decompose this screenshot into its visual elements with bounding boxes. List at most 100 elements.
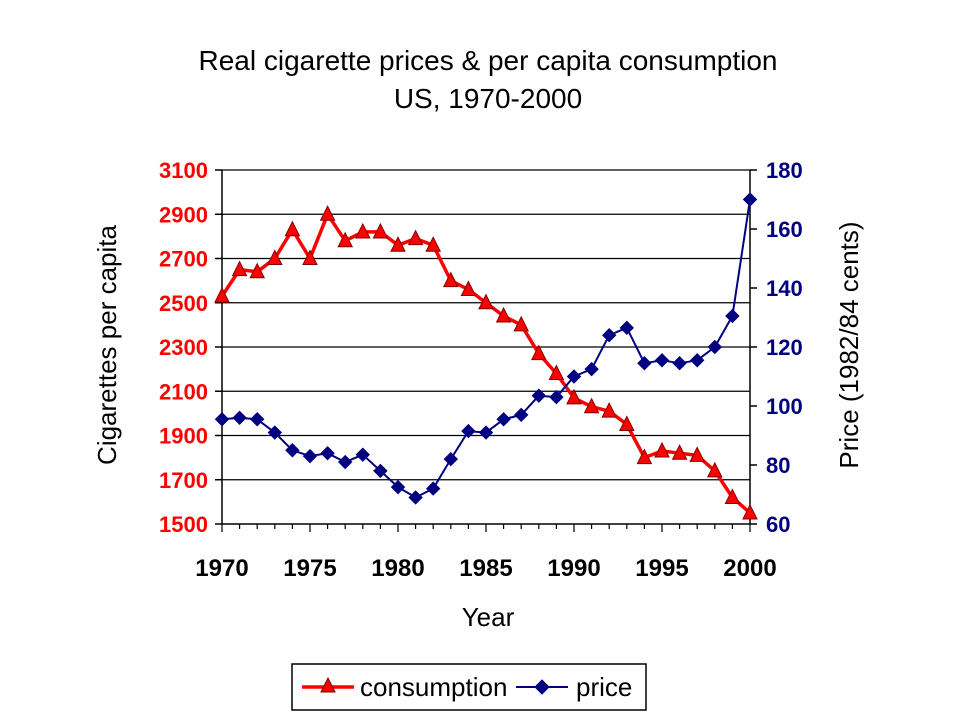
y-axis-label-right: Price (1982/84 cents): [834, 221, 864, 468]
y-axis-label-left: Cigarettes per capita: [92, 225, 122, 465]
price-point: [689, 353, 705, 368]
consumption-point: [724, 488, 741, 504]
consumption-point: [231, 260, 248, 277]
right-tick-label: 60: [766, 512, 790, 537]
price-point: [443, 451, 459, 467]
price-point: [285, 443, 300, 458]
consumption-point: [689, 446, 706, 462]
consumption-point: [566, 388, 582, 405]
price-point: [302, 448, 318, 464]
x-tick-label: 1990: [547, 555, 600, 582]
price-point: [461, 423, 476, 439]
x-axis-label: Year: [462, 602, 515, 632]
left-tick-label: 2900: [159, 202, 208, 227]
consumption-point: [425, 236, 442, 252]
consumption-point: [249, 262, 266, 279]
price-point: [601, 327, 617, 343]
right-tick-label: 100: [766, 394, 803, 419]
legend-item-price: price: [516, 672, 632, 702]
price-point: [425, 481, 441, 496]
price-point: [619, 320, 635, 336]
consumption-point: [583, 397, 600, 414]
consumption-point: [654, 441, 670, 458]
legend-item-consumption: consumption: [302, 672, 507, 702]
price-point: [373, 463, 388, 479]
price-point: [549, 389, 564, 405]
left-axis-ticks: 1500 1700 1900 2100 2300 2500 2700 2900 3100: [159, 158, 222, 537]
left-tick-label: 1500: [159, 512, 208, 537]
consumption-point: [706, 461, 723, 478]
consumption-point: [407, 229, 424, 246]
consumption-point: [530, 344, 547, 361]
left-tick-label: 3100: [159, 158, 208, 183]
consumption-point: [618, 415, 635, 431]
price-point: [707, 339, 723, 355]
price-point: [637, 356, 652, 371]
consumption-point: [442, 271, 459, 288]
price-point: [654, 353, 670, 368]
right-tick-label: 120: [766, 335, 803, 360]
consumption-point: [478, 293, 494, 310]
price-point: [214, 412, 230, 427]
chart-subtitle: US, 1970-2000: [394, 83, 582, 114]
price-point: [337, 454, 353, 470]
price-point: [408, 490, 423, 505]
consumption-point: [214, 286, 230, 303]
price-point: [496, 412, 511, 427]
consumption-point: [302, 249, 318, 265]
consumption-point: [337, 231, 354, 248]
right-tick-label: 80: [766, 453, 790, 478]
right-tick-label: 160: [766, 217, 803, 242]
price-point: [355, 447, 371, 462]
series-price: [214, 192, 758, 505]
price-point: [478, 425, 494, 440]
consumption-point: [671, 444, 688, 460]
price-point: [672, 356, 687, 371]
price-point: [566, 369, 582, 384]
x-axis-ticks: 1970 1975 1980 1985 1990 1995 2000: [195, 524, 777, 582]
left-tick-label: 2500: [159, 291, 208, 316]
legend-price-label: price: [576, 672, 632, 702]
x-tick-label: 1980: [371, 555, 424, 582]
left-tick-label: 2300: [159, 335, 208, 360]
price-point: [320, 445, 335, 461]
consumption-point: [372, 222, 389, 239]
right-tick-label: 140: [766, 276, 803, 301]
legend-consumption-label: consumption: [360, 672, 507, 702]
consumption-point: [390, 236, 406, 252]
left-tick-label: 1900: [159, 424, 208, 449]
consumption-point: [266, 249, 283, 265]
price-point: [584, 361, 599, 377]
left-tick-label: 2100: [159, 379, 208, 404]
right-axis-ticks: 60 80 100 120 140 160 180: [750, 158, 803, 537]
right-tick-label: 180: [766, 158, 803, 183]
legend-consumption-marker: [320, 676, 336, 693]
price-point: [725, 308, 740, 324]
consumption-point: [742, 503, 758, 520]
consumption-point: [601, 402, 618, 418]
consumption-point: [319, 205, 336, 221]
consumption-point: [284, 220, 301, 237]
consumption-point: [636, 448, 653, 465]
consumption-point: [548, 364, 565, 381]
legend-price-marker: [534, 679, 550, 695]
consumption-point: [495, 306, 512, 323]
price-point: [742, 192, 758, 207]
price-point: [249, 412, 265, 427]
series-consumption: [214, 205, 758, 520]
left-tick-label: 2700: [159, 247, 208, 272]
price-point: [513, 407, 529, 423]
price-point: [531, 388, 547, 403]
x-tick-label: 2000: [723, 555, 776, 582]
legend: consumption price: [291, 663, 647, 711]
price-point: [390, 479, 406, 495]
consumption-point: [513, 315, 530, 332]
x-tick-label: 1995: [635, 555, 688, 582]
price-point: [267, 425, 283, 440]
consumption-point: [354, 222, 371, 239]
x-tick-label: 1970: [195, 555, 248, 582]
left-tick-label: 1700: [159, 468, 208, 493]
consumption-point: [460, 280, 477, 296]
price-point: [232, 410, 247, 426]
